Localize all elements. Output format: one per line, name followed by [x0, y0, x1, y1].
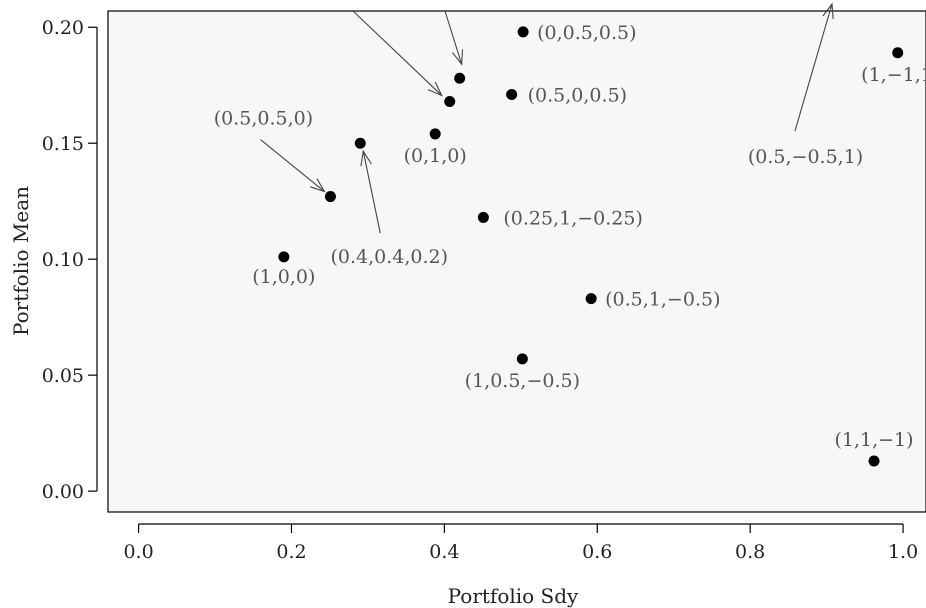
point-labels: (1,0,0) (0.5,0.5,0) (0.4,0.4,0.2) (0,1,0) (0…: [214, 22, 926, 451]
x-tick-label: 0.4: [429, 541, 459, 563]
y-tick-label: 0.10: [42, 249, 84, 271]
point-label: (0.5,0,0.5): [528, 85, 627, 107]
arrowhead: [427, 81, 443, 97]
arrowhead: [822, 2, 834, 19]
y-tick-label: 0.20: [42, 17, 84, 39]
x-axis: 0.0 0.2 0.4 0.6 0.8 1.0: [123, 523, 918, 563]
x-tick-label: 0.8: [735, 541, 765, 563]
y-tick-label: 0.00: [42, 481, 84, 503]
x-tick-label: 0.2: [276, 541, 306, 563]
x-tick-label: 1.0: [888, 541, 918, 563]
point-label: (0.4,0.4,0.2): [330, 246, 448, 268]
data-points: [278, 26, 904, 467]
arrowhead: [310, 178, 326, 193]
plot-frame: [107, 10, 926, 513]
data-point: [516, 353, 528, 365]
data-point: [278, 251, 290, 263]
point-label: (0,1,0): [404, 145, 467, 167]
arrow-line: [362, 151, 381, 234]
arrowhead: [451, 49, 464, 66]
y-tick-label: 0.05: [42, 365, 84, 387]
arrow-line: [260, 139, 325, 192]
point-label: (0.25,1,−0.25): [503, 207, 643, 229]
arrow-line: [352, 10, 443, 96]
point-label: (0.5,1,−0.5): [605, 289, 720, 311]
point-label: (1,−1,1): [861, 64, 926, 86]
arrow-line: [794, 3, 833, 132]
point-label: (1,1,−1): [834, 429, 913, 451]
y-axis-title: Portfolio Mean: [9, 186, 33, 336]
data-point: [429, 128, 441, 140]
data-point: [868, 455, 880, 467]
data-point: [506, 89, 518, 100]
data-point: [892, 47, 904, 59]
x-axis-title: Portfolio Sdy: [448, 584, 579, 608]
data-point: [324, 191, 336, 203]
point-label: (1,0.5,−0.5): [465, 370, 580, 392]
arrow-line: [444, 10, 463, 65]
data-point: [354, 137, 366, 149]
arrowhead: [360, 149, 372, 167]
y-axis: 0.00 0.05 0.10 0.15 0.20: [42, 17, 98, 503]
annotation-arrows: [260, 2, 834, 234]
data-point: [477, 211, 489, 223]
data-point: [517, 26, 529, 38]
point-label: (1,0,0): [252, 266, 315, 288]
point-label: (0.5,−0.5,1): [748, 146, 863, 168]
y-tick-label: 0.15: [42, 133, 84, 155]
point-label: (0,0.5,0.5): [537, 22, 636, 44]
point-label: (0.5,0.5,0): [214, 108, 313, 130]
x-tick-label: 0.6: [582, 541, 612, 563]
data-point: [444, 95, 456, 107]
data-point: [454, 72, 466, 84]
data-point: [585, 293, 597, 305]
x-tick-label: 0.0: [123, 541, 153, 563]
